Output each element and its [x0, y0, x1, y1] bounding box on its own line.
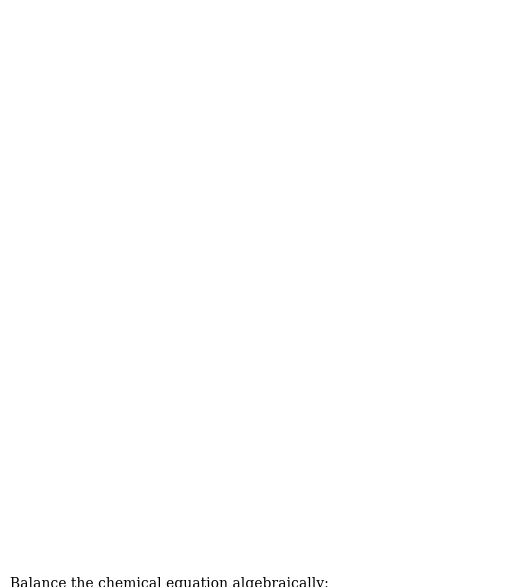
- Text: Balance the chemical equation algebraically:: Balance the chemical equation algebraica…: [10, 577, 329, 587]
